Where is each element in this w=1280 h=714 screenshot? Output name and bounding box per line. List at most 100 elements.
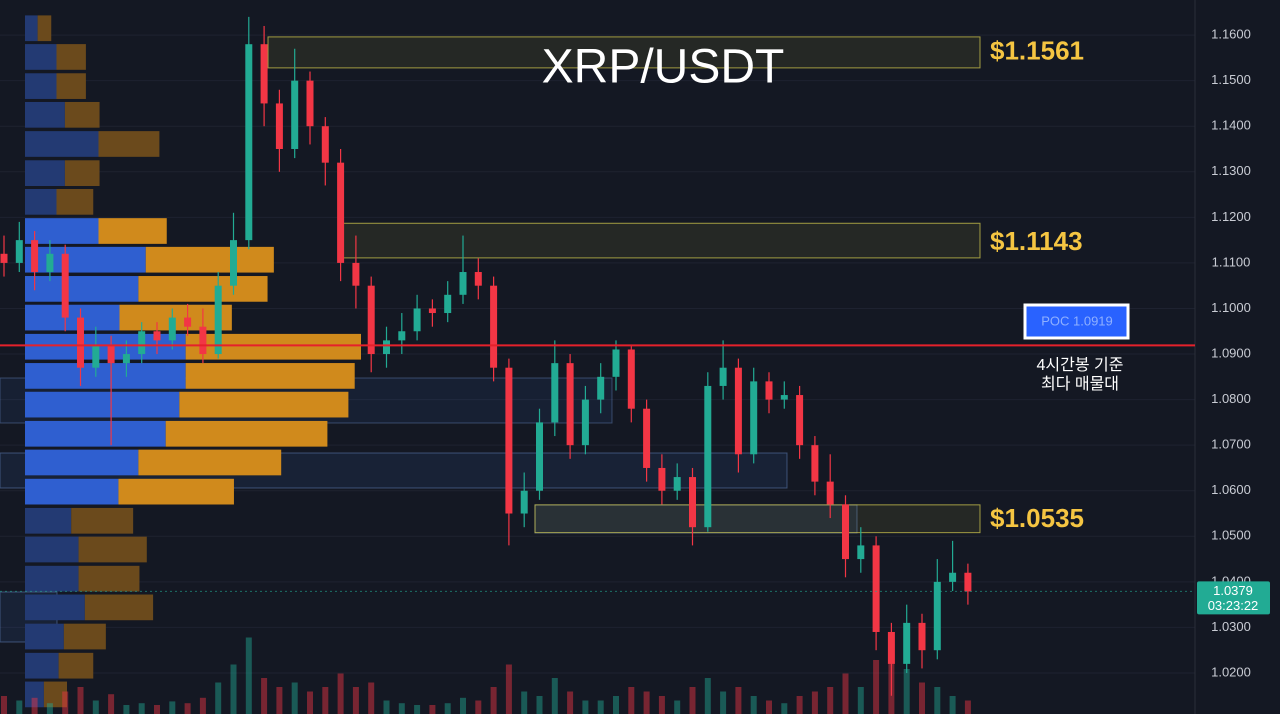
volume-bar	[62, 691, 69, 714]
zone-box	[339, 222, 981, 259]
candle-body	[122, 354, 130, 364]
candle-body	[627, 349, 635, 409]
y-tick-label: 1.0500	[1211, 528, 1251, 543]
candle-body	[750, 381, 758, 455]
profile-buy	[25, 594, 85, 621]
profile-buy	[25, 681, 44, 708]
volume-bar	[689, 687, 696, 714]
volume-bar	[230, 664, 237, 714]
y-tick-label: 1.1300	[1211, 163, 1251, 178]
candle-body	[551, 363, 559, 423]
profile-buy	[25, 131, 99, 157]
volume-bar	[261, 678, 268, 714]
volume-bar	[964, 700, 971, 714]
candle-body	[903, 622, 911, 664]
candle-body	[184, 317, 192, 327]
profile-sell	[56, 188, 94, 215]
volume-bar	[766, 700, 772, 714]
y-tick-label: 1.1100	[1212, 254, 1251, 269]
profile-sell	[138, 449, 282, 476]
profile-buy	[25, 44, 57, 70]
candle-body	[765, 381, 773, 400]
volume-bar	[16, 700, 23, 714]
candle-body	[199, 326, 207, 355]
y-tick-label: 1.1600	[1211, 27, 1251, 42]
volume-bar	[919, 682, 925, 714]
volume-bar	[842, 673, 849, 714]
profile-sell	[64, 101, 100, 128]
profile-buy	[25, 304, 120, 331]
candle-body	[704, 385, 712, 528]
volume-bar	[1, 696, 7, 714]
profile-buy	[25, 101, 65, 128]
volume-bar	[368, 682, 375, 714]
volume-bar	[811, 691, 818, 714]
volume-bar	[750, 696, 757, 714]
volume-bar	[505, 664, 512, 714]
candle-body	[168, 317, 176, 341]
volume-bar	[154, 705, 160, 714]
candle-body	[780, 395, 788, 400]
candle-body	[15, 240, 23, 263]
profile-sell	[43, 681, 67, 708]
volume-bar	[536, 696, 543, 714]
candle-body	[428, 308, 436, 314]
profile-buy	[25, 536, 79, 563]
volume-bar	[123, 705, 130, 714]
profile-sell	[185, 363, 355, 389]
candle-body	[260, 44, 268, 104]
volume-bar	[643, 691, 650, 714]
candle-body	[689, 477, 696, 528]
candle-body	[61, 253, 69, 318]
profile-sell	[179, 391, 349, 418]
candle-body	[612, 349, 620, 377]
candle-body	[490, 285, 498, 368]
poc-box	[1023, 303, 1130, 340]
profile-buy	[25, 420, 166, 447]
poc-note: 4시간봉 기준	[1037, 356, 1124, 374]
profile-sell	[84, 594, 154, 621]
candle-body	[367, 285, 375, 355]
profile-sell	[37, 15, 52, 42]
candle-body	[536, 422, 543, 491]
candle-body	[321, 126, 329, 163]
profile-buy	[25, 652, 59, 679]
candle-body	[31, 240, 39, 273]
candle-body	[92, 344, 100, 368]
candle-body	[474, 272, 482, 286]
candle-body	[520, 490, 528, 514]
y-tick-label: 1.1500	[1211, 72, 1251, 87]
y-tick-label: 1.0600	[1211, 482, 1251, 497]
volume-bar	[490, 687, 497, 714]
candle-body	[444, 294, 452, 314]
profile-sell	[63, 623, 106, 650]
volume-bar	[551, 678, 558, 714]
candle-body	[949, 572, 957, 582]
profile-buy	[25, 363, 186, 389]
volume-bar	[169, 701, 176, 714]
volume-bar	[735, 687, 742, 714]
profile-buy	[25, 188, 57, 215]
profile-sell	[165, 420, 328, 447]
profile-buy	[25, 246, 146, 273]
candle-body	[337, 162, 345, 263]
volume-bar	[567, 691, 574, 714]
candle-body	[77, 317, 84, 368]
candle-body	[413, 308, 421, 332]
candle-body	[811, 445, 819, 482]
candle-body	[383, 340, 390, 355]
candle-body	[872, 545, 880, 632]
profile-sell	[58, 652, 94, 679]
profile-buy	[25, 218, 99, 244]
candle-body	[459, 272, 467, 295]
volume-bar	[138, 703, 145, 714]
volume-bar	[414, 705, 421, 714]
volume-bar	[398, 703, 405, 714]
volume-bar	[383, 700, 390, 714]
profile-sell	[145, 246, 274, 273]
volume-bar	[720, 691, 727, 714]
candle-body	[597, 376, 605, 400]
volume-bar	[597, 700, 604, 714]
volume-bar	[429, 705, 436, 714]
candle-body	[887, 631, 895, 664]
